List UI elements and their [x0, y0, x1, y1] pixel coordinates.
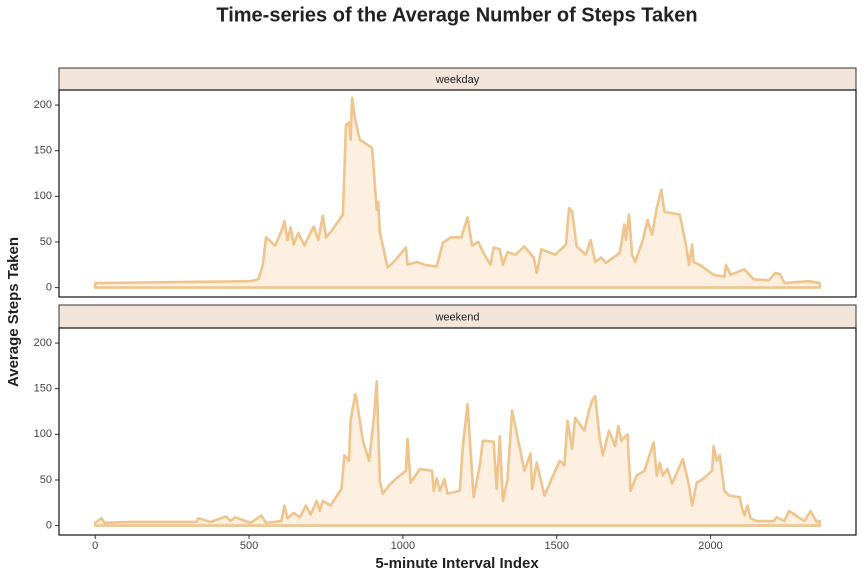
x-tick-label: 1000 [391, 540, 415, 552]
y-tick-label: 50 [40, 236, 52, 248]
facet-label: weekend [434, 311, 479, 323]
y-tick-label: 150 [34, 383, 52, 395]
panel-border [58, 89, 857, 298]
chart-title: Time-series of the Average Number of Ste… [216, 4, 697, 26]
x-tick-label: 2000 [698, 540, 722, 552]
y-tick-label: 200 [34, 337, 52, 349]
x-axis-label: 5-minute Interval Index [375, 555, 539, 572]
line [93, 380, 822, 527]
y-tick-label: 150 [34, 145, 52, 157]
x-tick-label: 1500 [544, 540, 568, 552]
y-axis-label: Average Steps Taken [5, 237, 22, 387]
y-tick-label: 50 [40, 474, 52, 486]
x-tick-label: 0 [92, 540, 98, 552]
area [95, 97, 820, 288]
panel-border [58, 327, 857, 536]
area [95, 381, 820, 526]
y-tick-label: 0 [46, 520, 52, 532]
y-tick-label: 0 [46, 282, 52, 294]
y-tick-label: 100 [34, 428, 52, 440]
x-tick-label: 500 [240, 540, 258, 552]
line [93, 96, 822, 289]
facet-label: weekday [435, 74, 480, 86]
y-tick-label: 100 [34, 190, 52, 202]
y-tick-label: 200 [34, 99, 52, 111]
